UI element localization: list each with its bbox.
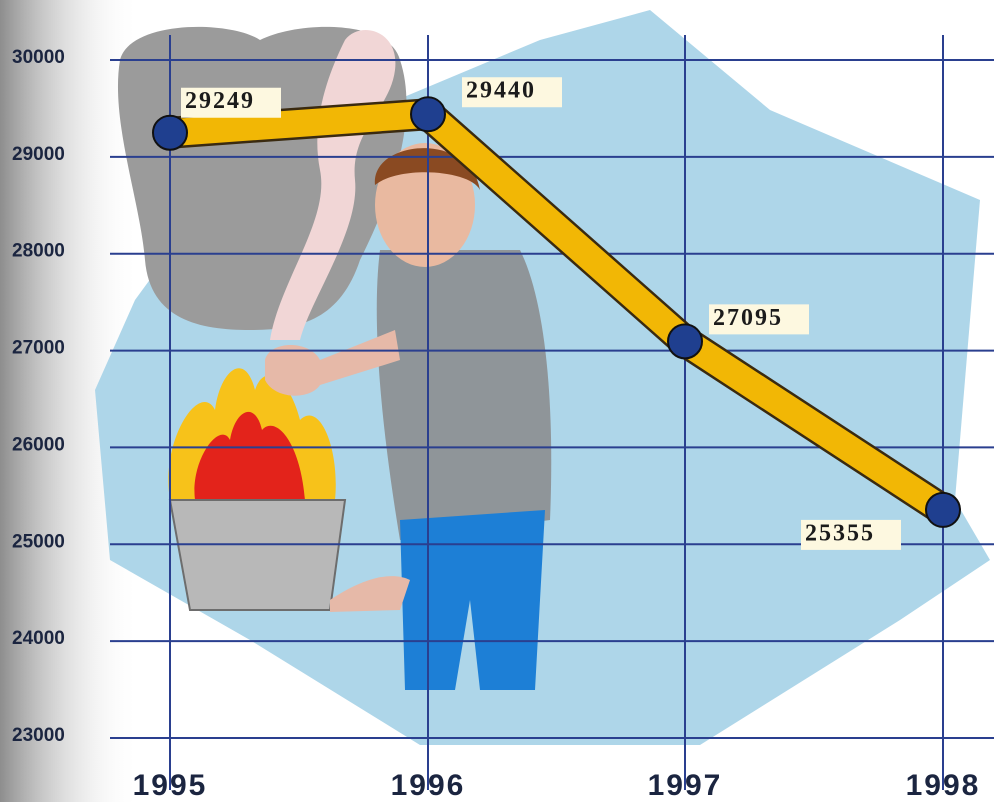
y-tick-label: 26000 [12, 434, 65, 455]
value-label: 29249 [185, 88, 255, 114]
x-tick-label: 1995 [133, 769, 208, 802]
point [668, 324, 702, 358]
y-tick-label: 27000 [12, 338, 65, 359]
y-tick-label: 23000 [12, 725, 65, 746]
point [926, 493, 960, 527]
point [411, 97, 445, 131]
x-tick-label: 1998 [906, 769, 981, 802]
point [153, 116, 187, 150]
value-label: 27095 [713, 305, 783, 331]
value-label: 25355 [805, 520, 875, 546]
chart: 23000 24000 25000 26000 27000 28000 29000 30000… [0, 0, 994, 802]
value-label: 29440 [466, 78, 536, 104]
illustration [0, 0, 990, 802]
x-tick-label: 1996 [391, 769, 466, 802]
y-tick-label: 28000 [12, 241, 65, 262]
y-tick-label: 29000 [12, 144, 65, 165]
person-body [377, 250, 551, 540]
brazier [170, 500, 345, 610]
y-tick-label: 25000 [12, 531, 65, 552]
y-tick-label: 30000 [12, 47, 65, 68]
x-tick-label: 1997 [648, 769, 723, 802]
y-tick-label: 24000 [12, 628, 65, 649]
